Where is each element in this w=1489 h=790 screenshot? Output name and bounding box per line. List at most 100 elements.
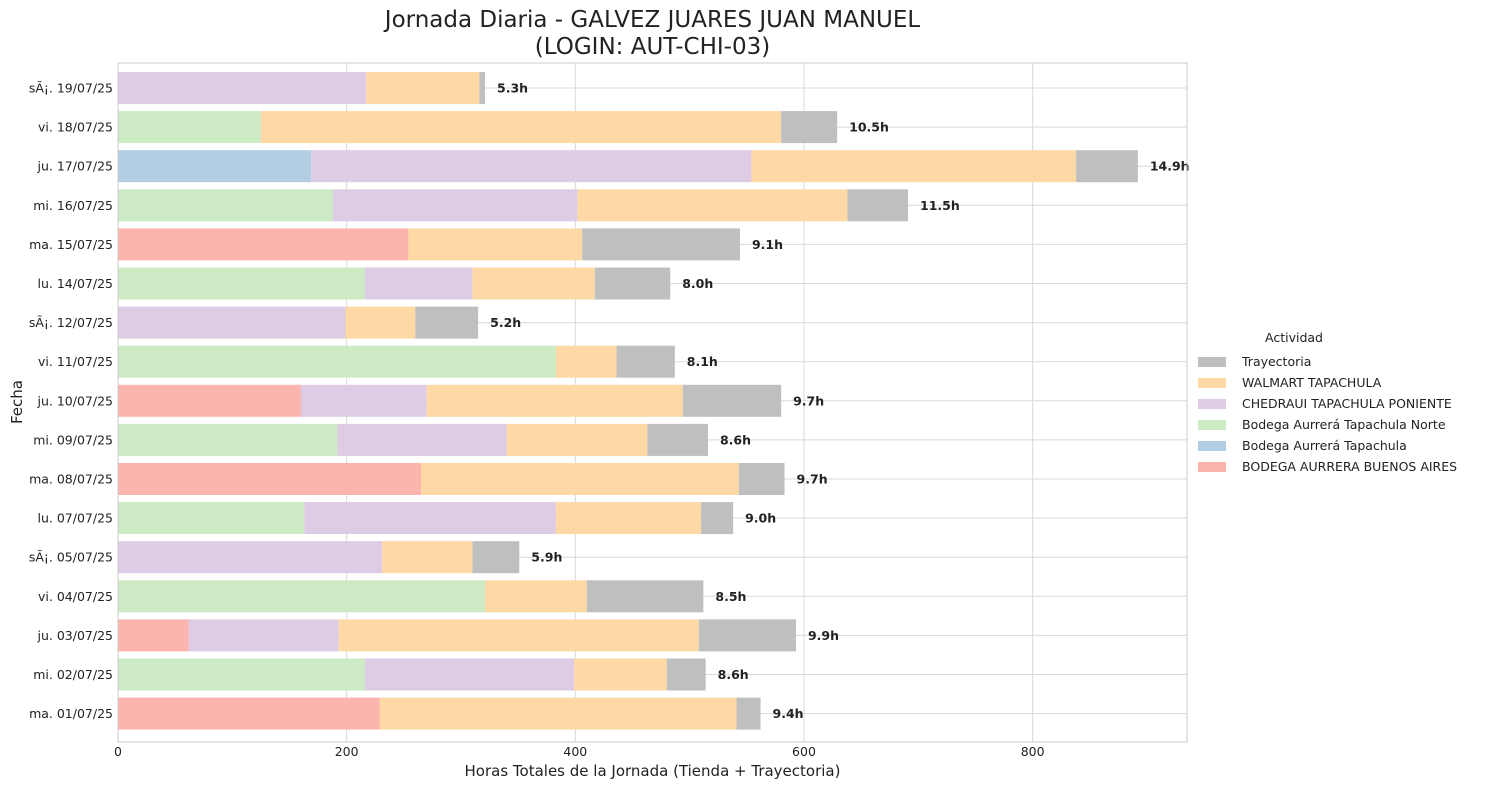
bar-segment-trayectoria [479,72,486,104]
bar-segment-trayectoria [682,384,782,417]
bar-segment-walmart-tapachula [485,580,587,613]
bar-segment-chedraui-tapachula-poniente [311,150,752,183]
legend-label: Trayectoria [1242,354,1312,369]
bar-total-label: 9.7h [793,393,824,408]
bar-segment-trayectoria [647,423,708,456]
bar-total-label: 8.5h [715,589,746,604]
legend-item: Trayectoria [1194,351,1484,372]
bar-segment-walmart-tapachula [260,111,782,144]
bar-segment-walmart-tapachula [345,306,416,339]
legend-label: BODEGA AURRERA BUENOS AIRES [1242,459,1458,474]
bar-segment-trayectoria [415,306,479,339]
y-axis-label-wrap: Fecha [2,380,32,440]
bar-segment-trayectoria [666,658,706,691]
bar-segment-bodega-aurrer-tapachula-norte [118,189,333,222]
y-tick-label: ju. 17/07/25 [37,159,113,174]
bar-segment-bodega-aurrer-tapachula [118,150,312,183]
y-tick-label: mi. 02/07/25 [33,667,113,682]
legend-item: Bodega Aurrerá Tapachula [1194,435,1484,456]
legend-item: CHEDRAUI TAPACHULA PONIENTE [1194,393,1484,414]
bar-total-label: 5.3h [497,81,528,96]
y-tick-label: mi. 09/07/25 [33,432,113,447]
bar-total-label: 10.5h [849,120,889,135]
bar-segment-trayectoria [847,189,909,222]
bar-segment-bodega-aurrer-tapachula-norte [118,580,486,613]
bar-segment-chedraui-tapachula-poniente [304,502,556,535]
y-tick-label: mi. 16/07/25 [33,198,113,213]
y-tick-label: vi. 11/07/25 [38,354,113,369]
bar-total-label: 5.2h [490,315,521,330]
bar-segment-chedraui-tapachula-poniente [300,384,427,417]
bar-total-label: 8.6h [720,432,751,447]
legend-item: WALMART TAPACHULA [1194,372,1484,393]
bar-segment-walmart-tapachula [751,150,1077,183]
bar-total-label: 9.9h [808,628,839,643]
bar-segment-chedraui-tapachula-poniente [337,423,507,456]
bar-segment-bodega-aurrer-tapachula-norte [118,502,305,535]
plot-frame [117,62,1188,743]
bar-segment-walmart-tapachula [338,619,699,652]
bar-segment-chedraui-tapachula-poniente [332,189,578,222]
bar-total-label: 5.9h [531,550,562,565]
bar-segment-trayectoria [1076,150,1138,183]
y-axis-label: Fecha [8,380,26,424]
legend: Actividad Trayectoria WALMART TAPACHULA CH… [1194,330,1484,477]
bar-segment-chedraui-tapachula-poniente [364,658,575,691]
bar-segment-walmart-tapachula [426,384,683,417]
bar-segment-walmart-tapachula [379,697,737,730]
bar-segment-walmart-tapachula [555,502,702,535]
bar-total-label: 14.9h [1150,159,1190,174]
bar-segment-trayectoria [582,228,740,261]
bar-segment-trayectoria [616,345,675,378]
legend-label: Bodega Aurrerá Tapachula [1242,438,1407,453]
y-tick-label: vi. 04/07/25 [38,589,113,604]
y-tick-label: lu. 07/07/25 [38,511,113,526]
bar-segment-walmart-tapachula [555,345,617,378]
bar-segment-chedraui-tapachula-poniente [118,72,367,104]
y-tick-label: ju. 03/07/25 [37,628,113,643]
x-tick-label: 0 [114,744,122,759]
bar-total-label: 11.5h [920,198,960,213]
legend-item: Bodega Aurrerá Tapachula Norte [1194,414,1484,435]
chart-title: Jornada Diaria - GALVEZ JUARES JUAN MANU… [384,7,921,33]
legend-swatch [1198,461,1226,472]
bar-segment-trayectoria [472,541,520,574]
bar-segment-bodega-aurrer-tapachula-norte [118,267,365,300]
bar-segment-trayectoria [594,267,671,300]
legend-swatch [1198,440,1226,451]
bar-segment-trayectoria [698,619,796,652]
y-tick-label: ma. 01/07/25 [29,706,113,721]
legend-item: BODEGA AURRERA BUENOS AIRES [1194,456,1484,477]
legend-label: WALMART TAPACHULA [1242,375,1382,390]
bar-segment-chedraui-tapachula-poniente [118,306,346,339]
x-tick-label: 200 [335,744,359,759]
y-tick-label: ma. 15/07/25 [29,237,113,252]
y-tick-label: sÃ¡. 05/07/25 [29,550,113,565]
x-tick-label: 800 [1021,744,1045,759]
bar-segment-walmart-tapachula [577,189,848,222]
bar-segment-trayectoria [701,502,734,535]
bar-segment-bodega-aurrer-tapachula-norte [118,111,261,144]
legend-label: CHEDRAUI TAPACHULA PONIENTE [1242,396,1452,411]
bar-segment-walmart-tapachula [366,72,480,104]
legend-swatch [1198,398,1226,409]
bar-segment-walmart-tapachula [382,541,473,574]
y-tick-label: lu. 14/07/25 [38,276,113,291]
bar-segment-trayectoria [736,697,761,730]
bar-segment-chedraui-tapachula-poniente [188,619,339,652]
bar-total-label: 9.0h [745,511,776,526]
bar-segment-chedraui-tapachula-poniente [118,541,383,574]
y-tick-label: vi. 18/07/25 [38,120,113,135]
bar-segment-bodega-aurrera-buenos-aires [118,384,301,417]
legend-items: Trayectoria WALMART TAPACHULA CHEDRAUI TAP… [1194,351,1484,477]
y-tick-label: sÃ¡. 19/07/25 [29,81,113,96]
x-tick-label: 600 [792,744,816,759]
bar-total-label: 9.4h [773,706,804,721]
bar-segment-chedraui-tapachula-poniente [364,267,473,300]
bar-segment-bodega-aurrera-buenos-aires [118,619,189,652]
bar-segment-bodega-aurrera-buenos-aires [118,697,380,730]
chart-subtitle: (LOGIN: AUT-CHI-03) [534,34,771,60]
bar-total-label: 8.1h [687,354,718,369]
